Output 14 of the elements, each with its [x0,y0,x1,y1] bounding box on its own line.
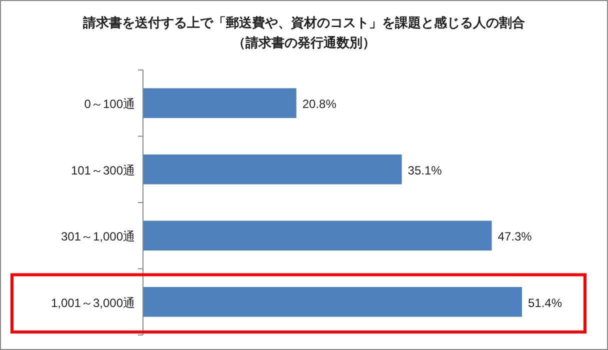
y-tick-label: 1,001～3,000通 [50,296,135,310]
chart-subtitle: （請求書の発行通数別） [232,35,376,50]
bar [143,286,522,317]
y-tick-label: 301～1,000通 [60,230,135,244]
chart-title: 請求書を送付する上で「郵送費や、資材のコスト」を課題と感じる人の割合 [82,15,525,30]
data-label: 35.1% [408,163,442,178]
data-label: 51.4% [528,296,562,310]
data-label: 47.3% [498,230,532,244]
y-tick-label: 0～100通 [84,97,135,112]
bar [143,88,296,118]
y-tick-label: 101～300通 [70,163,135,178]
bar [143,154,402,184]
data-label: 20.8% [302,97,337,112]
bar [143,220,492,251]
